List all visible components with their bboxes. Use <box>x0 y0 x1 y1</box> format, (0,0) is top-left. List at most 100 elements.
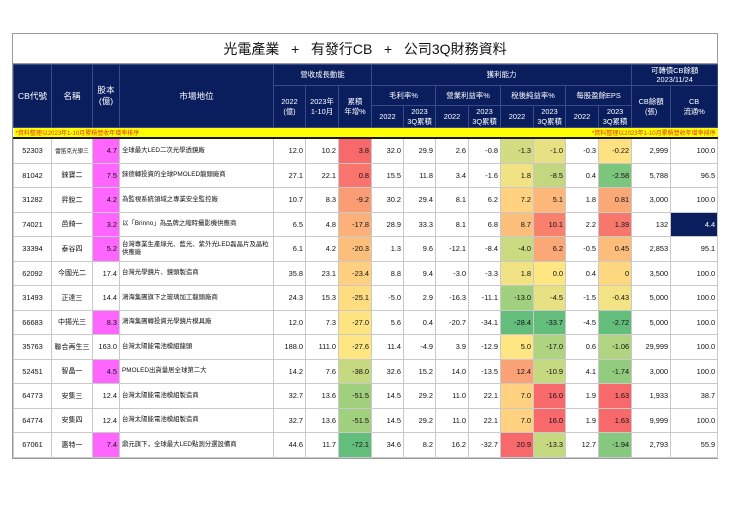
table-row: 62092 今國光二 17.4 台灣光學鏡片、鏡頭製造商 35.8 23.1 -23.4 8.… <box>13 260 719 286</box>
gross-margin-2023-cell: -4.9 <box>403 334 437 360</box>
operating-margin-2022-cell: -16.3 <box>435 285 470 311</box>
cb-float-cell: 96.5 <box>670 162 719 188</box>
cb-float-cell: 100.0 <box>670 285 719 311</box>
operating-margin-2022-cell: -12.1 <box>435 236 470 262</box>
eps-2022-cell: 1.9 <box>565 407 600 433</box>
operating-margin-2022-cell: 3.9 <box>435 334 470 360</box>
header-gm-2022: 2022 <box>371 105 405 128</box>
table-row: 52303 雷笛克光學三 4.7 全球最大LED二次光學透鏡廠 12.0 10.2 3.8 3… <box>13 137 719 164</box>
gross-margin-2022-cell: 8.8 <box>371 260 405 286</box>
gross-margin-2022-cell: 14.5 <box>371 407 405 433</box>
market-position-cell: PMOLED出貨量居全球第二大 <box>119 358 274 384</box>
revenue-2023-cell: 8.3 <box>305 187 339 213</box>
eps-2023-cell: -1.74 <box>598 358 633 384</box>
table-row: 64774 安集四 12.4 台灣太陽能電池模組製造商 32.7 13.6 -51.5 14.… <box>13 407 719 433</box>
sort-note-left: *資料整理以2023年1-10月累積營收年增率排序 <box>13 127 339 139</box>
operating-margin-2023-cell: -11.1 <box>468 285 502 311</box>
cb-code-cell: 33394 <box>13 236 52 262</box>
revenue-yoy-cell: -27.0 <box>337 309 373 335</box>
cb-float-cell: 100.0 <box>670 309 719 335</box>
net-margin-2023-cell: -17.0 <box>533 334 567 360</box>
cb-float-cell: 100.0 <box>670 260 719 286</box>
eps-2023-cell: -0.22 <box>598 137 633 164</box>
revenue-yoy-cell: -27.6 <box>337 334 373 360</box>
net-margin-2023-cell: 16.0 <box>533 383 567 409</box>
operating-margin-2023-cell: -3.3 <box>468 260 502 286</box>
cb-float-cell: 38.7 <box>670 383 719 409</box>
name-cell: 惠特一 <box>51 432 93 458</box>
header-name: 名稱 <box>51 64 93 128</box>
revenue-2023-cell: 23.1 <box>305 260 339 286</box>
operating-margin-2023-cell: 6.8 <box>468 211 502 237</box>
revenue-2022-cell: 6.1 <box>273 236 306 262</box>
gross-margin-2023-cell: 15.2 <box>403 358 437 384</box>
header-nm-2023: 2023 3Q累積 <box>533 105 567 128</box>
net-margin-2023-cell: 5.1 <box>533 187 567 213</box>
header-gross-margin: 毛利率% <box>371 85 437 106</box>
eps-2022-cell: 12.7 <box>565 432 600 458</box>
table-row: 31282 昇銳二 4.2 為監視系統領域之專業安全監控廠 10.7 8.3 -9.2 30.… <box>13 187 719 213</box>
market-position-cell: 鼎元旗下，全球最大LED點測分選設備商 <box>119 432 274 458</box>
capital-cell: 12.4 <box>92 407 120 433</box>
cb-float-cell: 4.4 <box>670 211 719 237</box>
header-profit-group: 獲利能力 <box>371 64 633 86</box>
eps-2023-cell: -2.58 <box>598 162 633 188</box>
operating-margin-2022-cell: 14.0 <box>435 358 470 384</box>
revenue-yoy-cell: -20.3 <box>337 236 373 262</box>
net-margin-2022-cell: 7.0 <box>500 407 535 433</box>
cb-float-cell: 100.0 <box>670 407 719 433</box>
header-revenue-yoy: 累積 年增% <box>337 85 373 128</box>
name-cell: 昇銳二 <box>51 187 93 213</box>
operating-margin-2023-cell: 6.2 <box>468 187 502 213</box>
gross-margin-2022-cell: -5.0 <box>371 285 405 311</box>
cb-balance-cell: 3,000 <box>631 187 672 213</box>
gross-margin-2023-cell: 9.6 <box>403 236 437 262</box>
operating-margin-2023-cell: -1.6 <box>468 162 502 188</box>
cb-balance-cell: 5,000 <box>631 285 672 311</box>
capital-cell: 7.5 <box>92 162 120 188</box>
header-om-2023: 2023 3Q累積 <box>468 105 502 128</box>
header-cb-group: 可轉債CB餘額 2023/11/24 <box>631 64 719 86</box>
operating-margin-2022-cell: -3.0 <box>435 260 470 286</box>
revenue-2022-cell: 188.0 <box>273 334 306 360</box>
revenue-2023-cell: 4.8 <box>305 211 339 237</box>
revenue-2023-cell: 4.2 <box>305 236 339 262</box>
operating-margin-2022-cell: 8.1 <box>435 211 470 237</box>
table-row: 67061 惠特一 7.4 鼎元旗下，全球最大LED點測分選設備商 44.6 11.7 -7… <box>13 432 719 458</box>
revenue-2023-cell: 13.6 <box>305 383 339 409</box>
revenue-2023-cell: 111.0 <box>305 334 339 360</box>
net-margin-2023-cell: -1.0 <box>533 137 567 164</box>
market-position-cell: 台灣太陽能電池模組製造商 <box>119 383 274 409</box>
eps-2023-cell: 1.39 <box>598 211 633 237</box>
operating-margin-2023-cell: -8.4 <box>468 236 502 262</box>
eps-2022-cell: 0.6 <box>565 334 600 360</box>
revenue-yoy-cell: -9.2 <box>337 187 373 213</box>
eps-2022-cell: 0.4 <box>565 162 600 188</box>
table-row: 74021 邑錡一 3.2 以「Brinno」為品牌之縮時攝影機供應商 6.5 4.8 -1… <box>13 211 719 237</box>
cb-code-cell: 74021 <box>13 211 52 237</box>
revenue-2022-cell: 6.5 <box>273 211 306 237</box>
market-position-cell: 台灣太陽能電池模組龍頭 <box>119 334 274 360</box>
gross-margin-2023-cell: 11.8 <box>403 162 437 188</box>
header-market-position: 市場地位 <box>119 64 274 128</box>
net-margin-2023-cell: -13.3 <box>533 432 567 458</box>
name-cell: 智晶一 <box>51 358 93 384</box>
market-position-cell: 錸德轉投資的全球PMOLED龍頭廠商 <box>119 162 274 188</box>
revenue-2022-cell: 32.7 <box>273 383 306 409</box>
cb-balance-cell: 2,999 <box>631 137 672 164</box>
operating-margin-2022-cell: -20.7 <box>435 309 470 335</box>
net-margin-2022-cell: 7.0 <box>500 383 535 409</box>
revenue-yoy-cell: 3.8 <box>337 137 373 164</box>
net-margin-2022-cell: 8.7 <box>500 211 535 237</box>
capital-cell: 4.2 <box>92 187 120 213</box>
cb-float-cell: 100.0 <box>670 334 719 360</box>
eps-2023-cell: 1.63 <box>598 383 633 409</box>
capital-cell: 17.4 <box>92 260 120 286</box>
operating-margin-2023-cell: 22.1 <box>468 383 502 409</box>
eps-2023-cell: -2.72 <box>598 309 633 335</box>
header-revenue-2023: 2023年 1-10月 <box>305 85 339 128</box>
name-cell: 安集三 <box>51 383 93 409</box>
revenue-yoy-cell: -51.5 <box>337 383 373 409</box>
revenue-2022-cell: 27.1 <box>273 162 306 188</box>
revenue-yoy-cell: -25.1 <box>337 285 373 311</box>
